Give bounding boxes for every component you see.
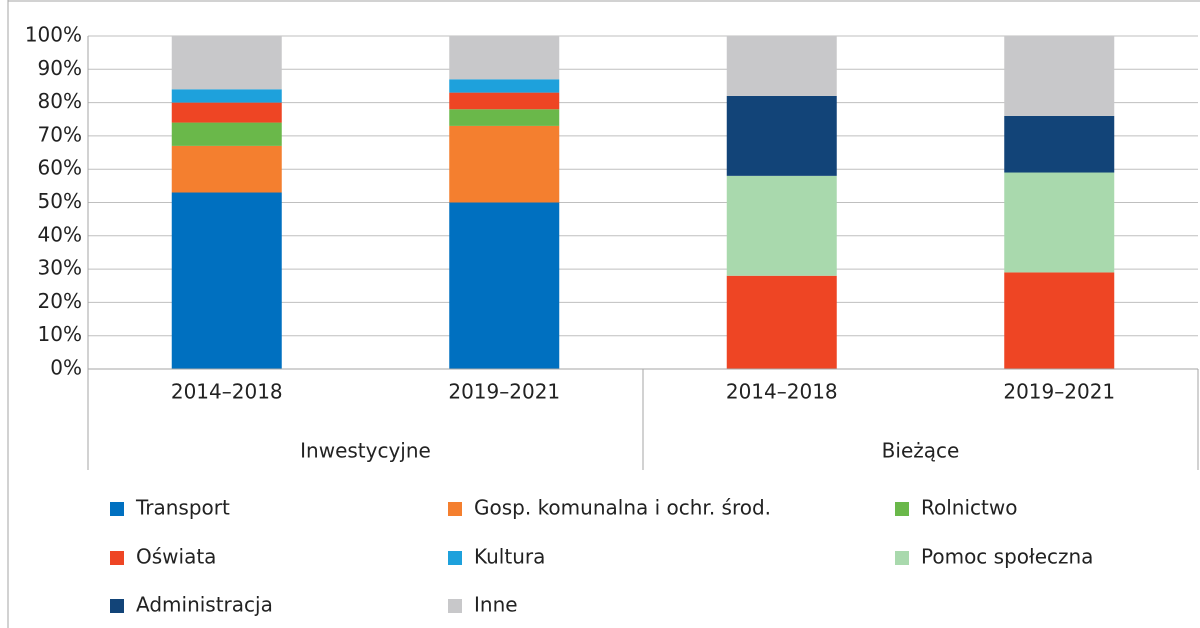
bar-segment — [726, 175, 837, 276]
bar-segment — [171, 89, 282, 103]
bar-segment — [1004, 115, 1115, 173]
bar-segment — [726, 275, 837, 369]
legend-swatch — [110, 551, 124, 565]
legend-swatch — [448, 599, 462, 613]
legend-swatch — [448, 502, 462, 516]
group-label: Inwestycyjne — [300, 439, 431, 463]
bar-segment — [449, 92, 560, 110]
x-tick-label: 2014–2018 — [171, 380, 283, 404]
legend-swatch — [448, 551, 462, 565]
x-tick-label: 2019–2021 — [448, 380, 560, 404]
bar-segment — [449, 109, 560, 126]
legend-label: Inne — [474, 593, 518, 617]
bar-segment — [171, 36, 282, 90]
bar-segment — [1004, 36, 1115, 116]
y-tick-label: 60% — [38, 156, 82, 180]
y-tick-label: 40% — [38, 222, 82, 246]
bar-segment — [1004, 272, 1115, 369]
legend-label: Rolnictwo — [921, 496, 1017, 520]
group-label: Bieżące — [882, 439, 960, 463]
legend-label: Oświata — [136, 545, 216, 569]
legend-label: Pomoc społeczna — [921, 545, 1093, 569]
y-tick-label: 50% — [38, 189, 82, 213]
y-tick-label: 70% — [38, 122, 82, 146]
bar-segment — [1004, 172, 1115, 273]
legend-label: Gosp. komunalna i ochr. środ. — [474, 496, 771, 520]
legend-swatch — [895, 551, 909, 565]
legend-swatch — [110, 502, 124, 516]
y-tick-label: 20% — [38, 289, 82, 313]
bar-segment — [171, 122, 282, 146]
y-tick-label: 0% — [50, 356, 82, 380]
legend-label: Administracja — [136, 593, 273, 617]
legend-label: Transport — [135, 496, 230, 520]
bar-segment — [449, 79, 560, 93]
y-tick-label: 90% — [38, 56, 82, 80]
bar-segment — [171, 145, 282, 193]
bar-segment — [726, 95, 837, 176]
y-tick-label: 80% — [38, 89, 82, 113]
y-tick-label: 10% — [38, 322, 82, 346]
bar-segment — [171, 192, 282, 369]
legend-label: Kultura — [474, 545, 545, 569]
bar-segment — [449, 36, 560, 80]
bar-segment — [449, 125, 560, 203]
x-tick-label: 2019–2021 — [1003, 380, 1115, 404]
x-tick-label: 2014–2018 — [726, 380, 838, 404]
bar-segment — [449, 202, 560, 369]
legend-swatch — [895, 502, 909, 516]
legend-swatch — [110, 599, 124, 613]
y-tick-label: 30% — [38, 256, 82, 280]
bar-segment — [726, 36, 837, 96]
bar-segment — [171, 102, 282, 123]
y-tick-label: 100% — [25, 23, 82, 47]
